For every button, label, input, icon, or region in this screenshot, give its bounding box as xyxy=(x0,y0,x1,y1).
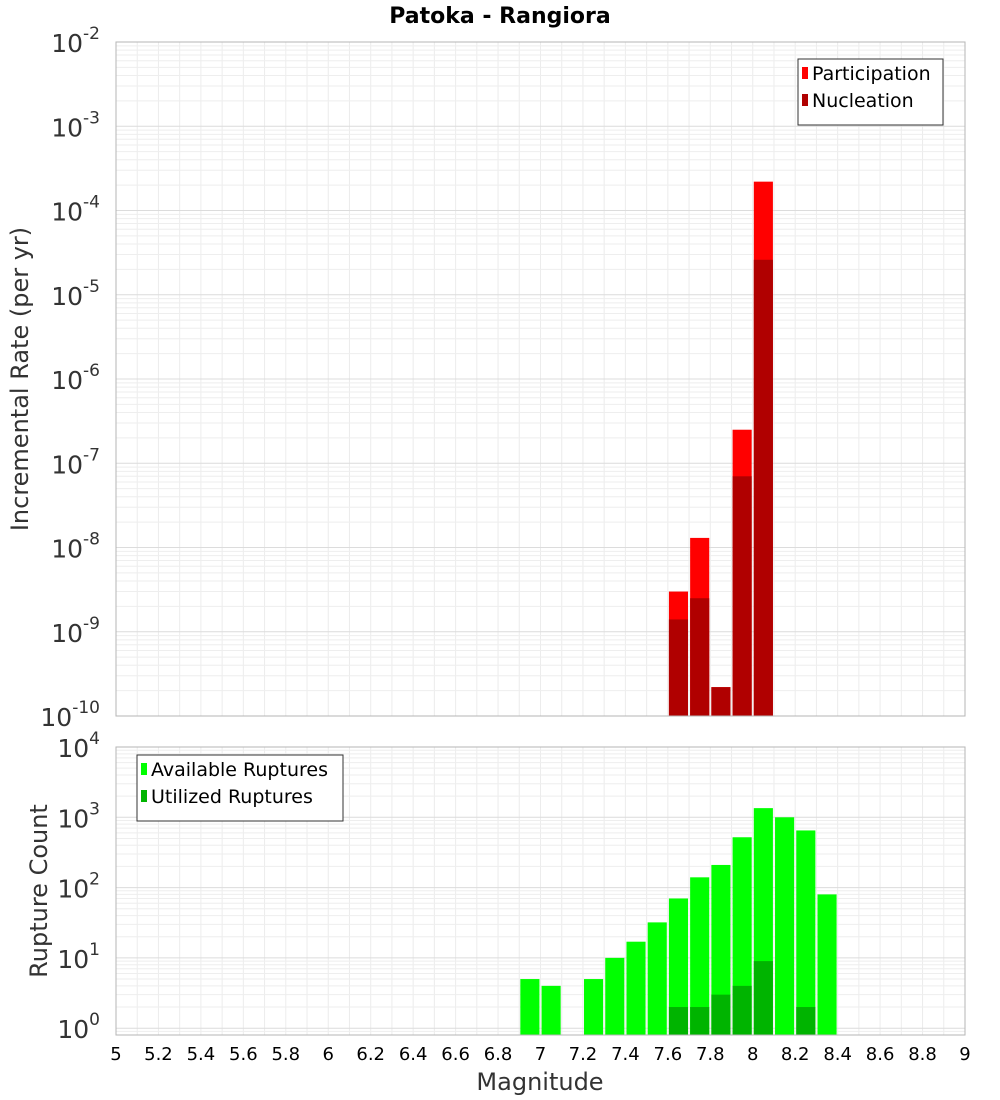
bottom-bar-utilized-ruptures xyxy=(732,985,752,1035)
x-tick-label: 6.4 xyxy=(399,1044,428,1065)
bottom-bar-available-ruptures xyxy=(605,957,625,1035)
top-y-tick-label: 10-7 xyxy=(51,445,100,479)
x-tick-label: 6 xyxy=(323,1044,334,1065)
top-bars xyxy=(668,181,773,717)
top-y-tick-label: 10-2 xyxy=(51,24,100,58)
top-bar-nucleation xyxy=(668,619,689,716)
top-legend-label: Nucleation xyxy=(812,90,914,112)
x-tick-label: 6.8 xyxy=(484,1044,513,1065)
bottom-bar-available-ruptures xyxy=(584,979,604,1035)
x-axis-label: Magnitude xyxy=(476,1068,603,1096)
x-tick-label: 7.8 xyxy=(696,1044,725,1065)
bottom-bar-utilized-ruptures xyxy=(690,1007,710,1035)
bottom-y-tick-label: 101 xyxy=(57,940,100,974)
top-y-tick-label: 10-3 xyxy=(51,108,100,142)
top-legend-swatch xyxy=(802,94,808,106)
bottom-panel: 100 101 102 103 104 Rupture Count Available … xyxy=(25,729,971,1096)
x-tick-label: 6.6 xyxy=(441,1044,470,1065)
bottom-bar-available-ruptures xyxy=(796,830,816,1035)
top-y-axis-label: Incremental Rate (per yr) xyxy=(6,227,34,531)
top-y-tick-label: 10-5 xyxy=(51,277,100,311)
bottom-y-tick-label: 103 xyxy=(57,799,100,833)
bottom-bar-available-ruptures xyxy=(626,941,646,1035)
top-y-tick-label: 10-9 xyxy=(51,614,100,648)
bottom-bar-available-ruptures xyxy=(711,864,731,1035)
x-tick-label: 7.6 xyxy=(654,1044,683,1065)
bottom-bar-available-ruptures xyxy=(817,894,837,1035)
bottom-bar-available-ruptures xyxy=(775,817,795,1035)
bottom-legend-label: Available Ruptures xyxy=(151,759,328,781)
bottom-y-tick-label: 102 xyxy=(57,870,100,904)
top-legend-label: Participation xyxy=(812,63,931,85)
x-tick-label: 5.6 xyxy=(229,1044,258,1065)
bottom-plot-border xyxy=(115,746,966,1036)
x-tick-label: 8.6 xyxy=(866,1044,895,1065)
bottom-bars xyxy=(520,808,837,1035)
top-bar-nucleation xyxy=(732,476,752,716)
top-panel: 10-10 10-9 10-8 10-7 10-6 10-5 10-4 10-3 10-2 In… xyxy=(6,24,966,732)
bottom-bar-utilized-ruptures xyxy=(668,1007,689,1035)
x-tick-label: 7 xyxy=(535,1044,546,1065)
top-bar-nucleation xyxy=(753,259,773,716)
x-tick-label: 8.8 xyxy=(908,1044,937,1065)
top-legend: Participation Nucleation xyxy=(797,58,944,126)
top-y-tick-labels: 10-10 10-9 10-8 10-7 10-6 10-5 10-4 10-3 10-2 xyxy=(40,24,100,732)
bottom-bar-available-ruptures xyxy=(690,877,710,1035)
top-y-tick-label: 10-10 xyxy=(40,698,100,732)
top-y-tick-label: 10-6 xyxy=(51,361,100,395)
bottom-y-tick-label: 100 xyxy=(57,1010,100,1044)
x-tick-label: 9 xyxy=(959,1044,970,1065)
top-legend-box xyxy=(797,58,944,126)
bottom-legend-swatch xyxy=(141,790,147,802)
chart-title: Patoka - Rangiora xyxy=(389,4,610,29)
x-tick-label: 7.4 xyxy=(611,1044,640,1065)
bottom-legend-box xyxy=(136,754,344,822)
x-tick-label: 5.2 xyxy=(144,1044,173,1065)
top-y-tick-label: 10-4 xyxy=(51,193,100,227)
bottom-legend-swatch xyxy=(141,763,147,775)
bottom-bar-available-ruptures xyxy=(541,985,561,1035)
top-legend-swatch xyxy=(802,67,808,79)
x-tick-label: 8.2 xyxy=(781,1044,810,1065)
top-plot-border xyxy=(115,41,966,717)
bottom-bar-available-ruptures xyxy=(732,837,752,1035)
top-bar-nucleation xyxy=(690,598,710,716)
x-tick-label: 6.2 xyxy=(356,1044,385,1065)
bottom-bar-available-ruptures xyxy=(668,898,689,1035)
x-tick-label: 5.8 xyxy=(271,1044,300,1065)
bottom-y-tick-labels: 100 101 102 103 104 xyxy=(57,729,100,1044)
top-bar-nucleation xyxy=(711,687,731,716)
x-tick-label: 8.4 xyxy=(823,1044,852,1065)
x-tick-label: 5 xyxy=(110,1044,121,1065)
bottom-legend-label: Utilized Ruptures xyxy=(151,786,313,808)
bottom-y-tick-label: 104 xyxy=(57,729,100,763)
x-tick-labels: 5 5.2 5.4 5.6 5.8 6 6.2 6.4 6.6 6.8 7 7.2 7.4 7.6 7.8 8… xyxy=(110,1044,970,1065)
x-tick-label: 8 xyxy=(747,1044,758,1065)
top-y-tick-label: 10-8 xyxy=(51,530,100,564)
bottom-bar-utilized-ruptures xyxy=(711,994,731,1035)
bottom-bar-utilized-ruptures xyxy=(753,961,773,1035)
top-gridlines xyxy=(115,42,966,717)
x-tick-label: 5.4 xyxy=(187,1044,216,1065)
bottom-legend: Available Ruptures Utilized Ruptures xyxy=(136,754,344,822)
bottom-bar-available-ruptures xyxy=(520,979,540,1035)
bottom-y-axis-label: Rupture Count xyxy=(25,804,53,978)
bottom-bar-available-ruptures xyxy=(647,922,667,1035)
bottom-bar-utilized-ruptures xyxy=(796,1007,816,1035)
x-tick-label: 7.2 xyxy=(569,1044,598,1065)
